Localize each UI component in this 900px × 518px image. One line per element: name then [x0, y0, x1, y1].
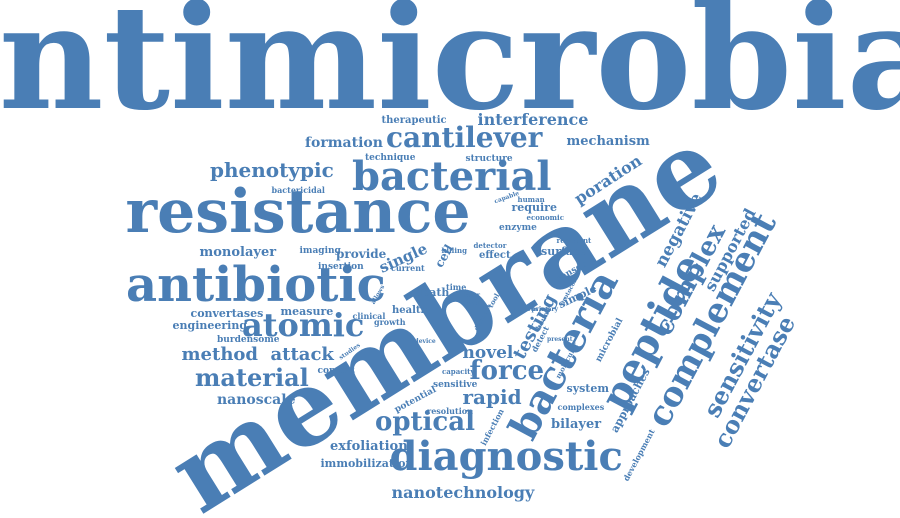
word-monolayer: monolayer	[199, 244, 277, 260]
word-sensitive: sensitive	[433, 379, 478, 390]
word-force: force	[469, 356, 545, 386]
word-attack: attack	[270, 344, 334, 365]
word-enzyme: enzyme	[499, 222, 537, 233]
word-time: time	[446, 282, 467, 292]
word-atomic: atomic	[242, 306, 365, 344]
word-measure: measure	[280, 304, 334, 318]
word-antimicrobial: antimicrobial	[0, 0, 900, 142]
word-primary: primary	[531, 306, 559, 313]
word-optical: optical	[375, 407, 475, 437]
word-phenotypic: phenotypic	[210, 158, 334, 182]
word-combat: combat	[317, 365, 355, 376]
word-clinical: clinical	[352, 311, 386, 321]
word-require: require	[511, 200, 557, 214]
word-material: material	[195, 363, 309, 392]
word-killing: killing	[441, 245, 467, 255]
word-present: present	[547, 336, 573, 343]
word-complexes: complexes	[557, 402, 605, 412]
word-imaging: imaging	[299, 245, 341, 256]
word-resistance: resistance	[125, 177, 471, 247]
word-effect: effect	[479, 250, 511, 261]
word-insertion: insertion	[318, 261, 364, 272]
word-development: development	[620, 427, 657, 483]
word-formation: formation	[305, 135, 383, 151]
word-provide: provide	[336, 247, 387, 261]
word-work: work	[465, 300, 483, 307]
word-resistant: resistant	[556, 235, 592, 245]
word-current: current	[391, 263, 425, 273]
word-serious: serious	[514, 306, 539, 313]
word-surface: surface	[541, 244, 587, 258]
word-mechanism: mechanism	[566, 133, 650, 149]
word-immobilization: immobilization	[320, 456, 414, 470]
word-growth: growth	[374, 317, 406, 327]
word-human: human	[517, 194, 545, 204]
word-interference: interference	[477, 110, 589, 129]
word-convertases: convertases	[190, 306, 264, 320]
word-laser: laser	[463, 292, 481, 299]
word-system: system	[566, 381, 610, 395]
word-rapid: rapid	[462, 385, 522, 409]
word-burdensome: burdensome	[217, 334, 280, 345]
word-death: death	[414, 285, 450, 299]
word-antibiotic: antibiotic	[126, 257, 386, 313]
word-novel: novel	[462, 342, 514, 363]
word-engineering: engineering	[172, 318, 248, 332]
word-cantilever: cantilever	[386, 121, 543, 154]
word-nanoscale: nanoscale	[217, 392, 296, 408]
word-therapeutic: therapeutic	[381, 115, 447, 126]
word-nanotechnology: nanotechnology	[391, 483, 535, 502]
word-bactericidal: bactericidal	[271, 185, 325, 195]
word-method: method	[181, 344, 259, 365]
word-capacity: capacity	[442, 366, 475, 376]
word-detector: detector	[473, 240, 507, 250]
word-bilayer: bilayer	[551, 416, 602, 432]
word-resolution: resolution	[427, 406, 473, 416]
word-bacterial: bacterial	[352, 153, 552, 200]
word-exfoliation: exfoliation	[330, 438, 408, 454]
word-diagnostic: diagnostic	[389, 433, 623, 480]
word-technique: technique	[365, 152, 416, 163]
word-structure: structure	[465, 153, 513, 164]
word-economic: economic	[526, 212, 564, 222]
word-device: device	[414, 338, 436, 345]
word-health: health	[392, 305, 428, 316]
